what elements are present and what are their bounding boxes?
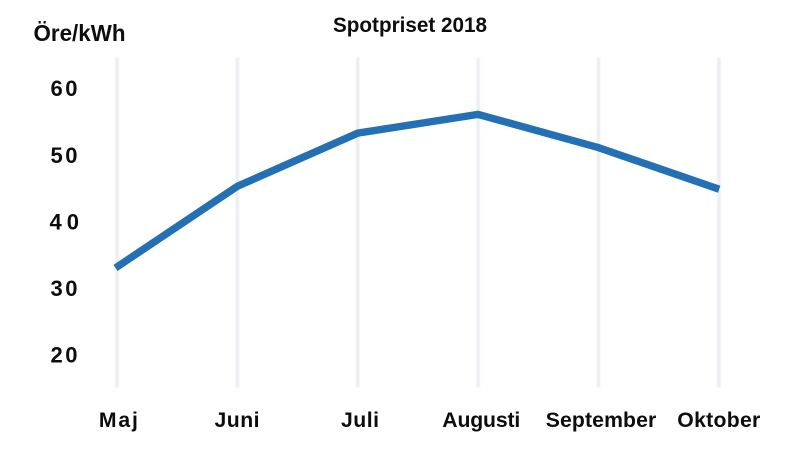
svg-text:Öre/kWh: Öre/kWh — [34, 20, 126, 46]
svg-text:Oktober: Oktober — [677, 409, 760, 432]
svg-text:Augusti: Augusti — [442, 409, 520, 432]
svg-text:Juli: Juli — [341, 409, 379, 432]
svg-text:September: September — [546, 409, 657, 432]
svg-text:Juni: Juni — [215, 409, 260, 432]
svg-text:Spotpriset 2018: Spotpriset 2018 — [333, 14, 487, 37]
svg-text:Maj: Maj — [99, 409, 138, 432]
